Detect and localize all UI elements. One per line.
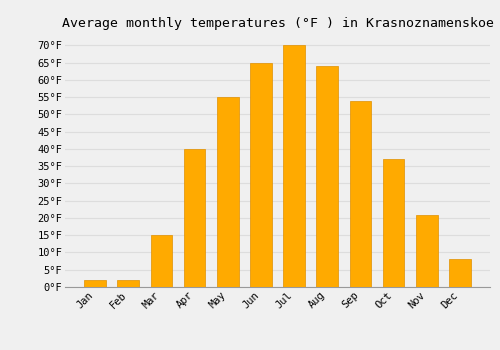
Title: Average monthly temperatures (°F ) in Krasnoznamenskoe: Average monthly temperatures (°F ) in Kr… xyxy=(62,17,494,30)
Bar xyxy=(416,215,438,287)
Bar xyxy=(316,66,338,287)
Bar xyxy=(184,149,206,287)
Bar xyxy=(84,280,106,287)
Bar xyxy=(284,46,305,287)
Bar xyxy=(118,280,139,287)
Bar xyxy=(250,63,272,287)
Bar xyxy=(449,259,470,287)
Bar xyxy=(383,159,404,287)
Bar xyxy=(350,100,371,287)
Bar xyxy=(150,235,172,287)
Bar xyxy=(217,97,238,287)
